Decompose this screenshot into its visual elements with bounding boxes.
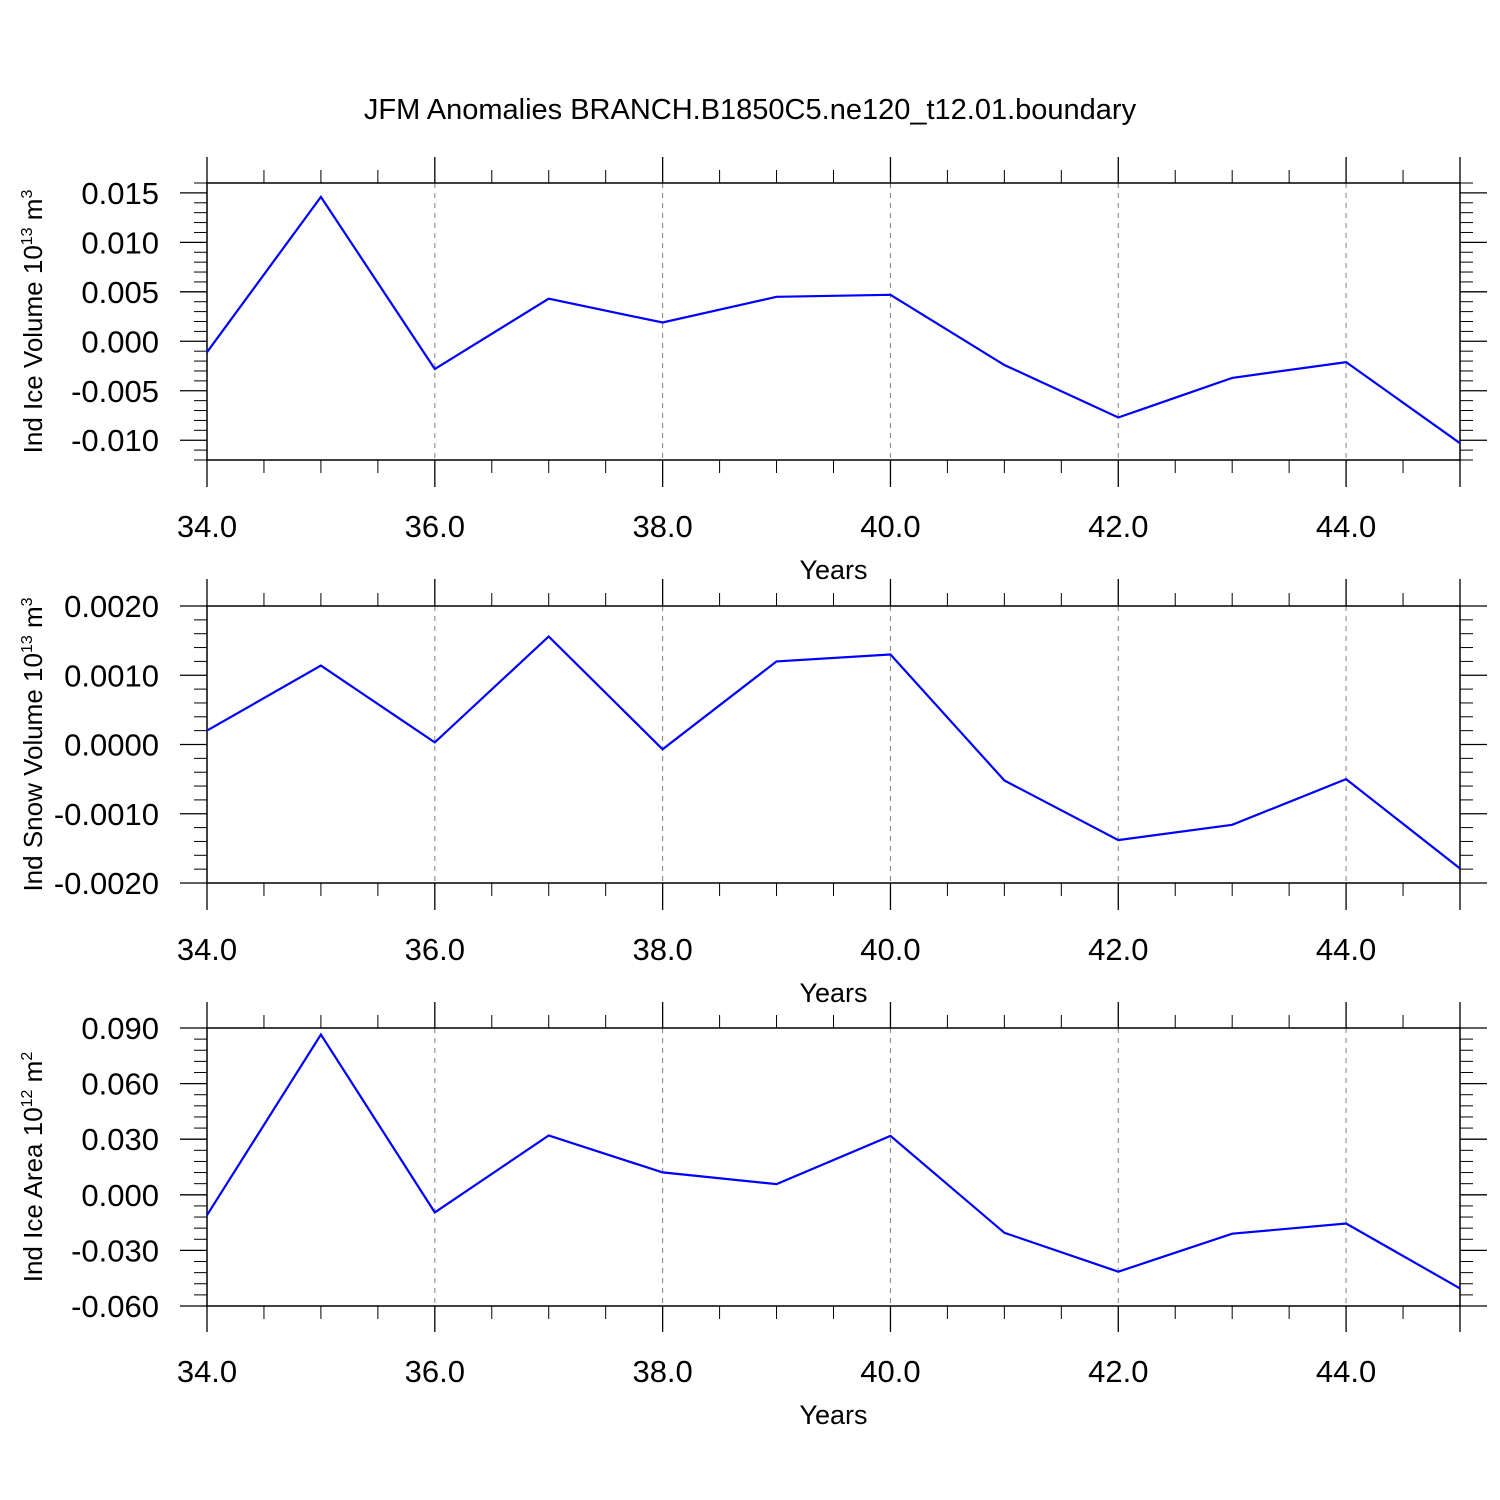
plot-frame	[206, 182, 1461, 461]
y-tick-label-0: -0.060	[71, 1289, 159, 1324]
x-tick-label-5: 44.0	[1316, 932, 1376, 967]
x-tick-label-1: 36.0	[405, 932, 465, 967]
x-tick-label-2: 38.0	[632, 1354, 692, 1389]
y-axis-title-exponent: 13	[19, 635, 36, 653]
series-line-0	[206, 634, 1461, 870]
y-axis-title-unit-exponent: 2	[19, 1052, 36, 1061]
x-tick-label-0: 34.0	[177, 509, 237, 544]
y-tick-label-2: 0.000	[81, 324, 159, 359]
x-axis-title: Years	[799, 978, 867, 1008]
x-axis-title: Years	[799, 1400, 867, 1430]
y-axis-title: Ind Ice Volume 1013 m3	[18, 190, 48, 454]
plot-frame	[206, 605, 1461, 884]
x-tick-label-0: 34.0	[177, 932, 237, 967]
panel-1: 34.0 36.0 38.0 40.0 42.0 44.0 -0.010 -0.005 0.00…	[18, 157, 1487, 585]
series-line-0	[206, 194, 1461, 445]
panel-2: 34.0 36.0 38.0 40.0 42.0 44.0 -0.0020 -0.0010 0.…	[18, 579, 1487, 1008]
x-tick-label-1: 36.0	[405, 1354, 465, 1389]
y-tick-label-4: 0.010	[81, 225, 159, 260]
x-tick-label-4: 42.0	[1088, 932, 1148, 967]
x-tick-label-0: 34.0	[177, 1354, 237, 1389]
x-tick-label-2: 38.0	[632, 932, 692, 967]
y-tick-label-3: 0.030	[81, 1122, 159, 1157]
y-axis-title-unit: m	[18, 606, 48, 635]
x-axis-title: Years	[799, 555, 867, 585]
y-tick-label-1: -0.0010	[54, 797, 159, 832]
y-axis-title-text: Ind Ice Volume 10	[18, 245, 48, 453]
x-tick-label-3: 40.0	[860, 932, 920, 967]
y-tick-label-5: 0.090	[81, 1011, 159, 1046]
x-tick-label-5: 44.0	[1316, 509, 1376, 544]
x-tick-label-2: 38.0	[632, 509, 692, 544]
y-tick-label-2: 0.0000	[64, 728, 159, 763]
x-tick-label-5: 44.0	[1316, 1354, 1376, 1389]
y-axis-title-unit: m	[18, 1061, 48, 1090]
y-tick-label-4: 0.060	[81, 1067, 159, 1102]
figure-title: JFM Anomalies BRANCH.B1850C5.ne120_t12.0…	[364, 94, 1137, 126]
x-tick-label-3: 40.0	[860, 1354, 920, 1389]
y-tick-label-5: 0.015	[81, 176, 159, 211]
y-tick-label-2: 0.000	[81, 1178, 159, 1213]
plot-frame	[206, 1027, 1461, 1307]
y-axis-title-text: Ind Ice Area 10	[18, 1107, 48, 1282]
y-tick-label-3: 0.005	[81, 275, 159, 310]
y-axis-title: Ind Ice Area 1012 m2	[18, 1052, 48, 1283]
panel-3: 34.0 36.0 38.0 40.0 42.0 44.0 -0.060 -0.030 0.00…	[18, 1002, 1487, 1430]
x-tick-label-4: 42.0	[1088, 509, 1148, 544]
y-axis-title-text: Ind Snow Volume 10	[18, 653, 48, 892]
x-tick-label-4: 42.0	[1088, 1354, 1148, 1389]
y-axis-title-unit-exponent: 3	[19, 597, 36, 606]
y-tick-label-1: -0.030	[71, 1233, 159, 1268]
series-line-0	[206, 1032, 1461, 1290]
y-tick-label-3: 0.0010	[64, 658, 159, 693]
y-axis-title-unit: m	[18, 199, 48, 228]
y-axis-title-unit-exponent: 3	[19, 190, 36, 199]
y-tick-label-0: -0.0020	[54, 866, 159, 901]
x-tick-label-3: 40.0	[860, 509, 920, 544]
x-tick-label-1: 36.0	[405, 509, 465, 544]
panels: 34.0 36.0 38.0 40.0 42.0 44.0 -0.010 -0.005 0.00…	[18, 157, 1487, 1430]
y-tick-label-0: -0.010	[71, 423, 159, 458]
y-axis-title-exponent: 13	[19, 227, 36, 245]
y-tick-label-1: -0.005	[71, 374, 159, 409]
y-tick-label-4: 0.0020	[64, 589, 159, 624]
y-axis-title-exponent: 12	[19, 1089, 36, 1107]
y-axis-title: Ind Snow Volume 1013 m3	[18, 597, 48, 891]
